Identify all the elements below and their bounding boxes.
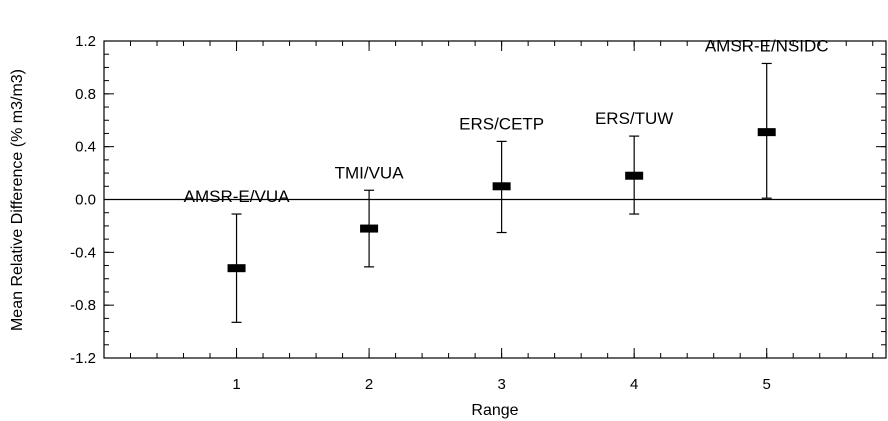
y-tick-label: 0.4 [75,139,96,156]
y-tick-label: -0.4 [70,244,96,261]
point-label: TMI/VUA [335,163,405,182]
y-tick-label: 0.8 [75,86,96,103]
mean-marker [227,264,246,273]
y-tick-label: -0.8 [70,297,96,314]
point-label: ERS/TUW [595,109,673,128]
mean-marker [625,171,644,180]
x-tick-label: 3 [497,376,505,393]
x-axis-title: Range [471,402,518,419]
point-label: ERS/CETP [459,114,544,133]
y-axis-title: Mean Relative Difference (% m3/m3) [9,69,26,331]
tick-labels: 1 2 3 4 5 -1.2 -0.8 -0.4 0.0 0.4 0.8 1.2 [70,33,771,393]
x-tick-label: 4 [630,376,638,393]
point-label: AMSR-E/NSIDC [705,36,829,55]
x-tick-label: 1 [232,376,240,393]
y-tick-label: 0.0 [75,192,96,209]
x-tick-label: 5 [763,376,771,393]
x-tick-label: 2 [365,376,373,393]
mean-marker [492,182,511,191]
mean-marker [360,224,379,233]
y-tick-label: 1.2 [75,33,96,50]
y-tick-label: -1.2 [70,350,96,367]
mean-marker [757,128,776,137]
point-label: AMSR-E/VUA [184,187,290,206]
data-series: AMSR-E/VUA TMI/VUA ERS/CETP ERS/TUW AMSR-E/N… [184,36,829,323]
